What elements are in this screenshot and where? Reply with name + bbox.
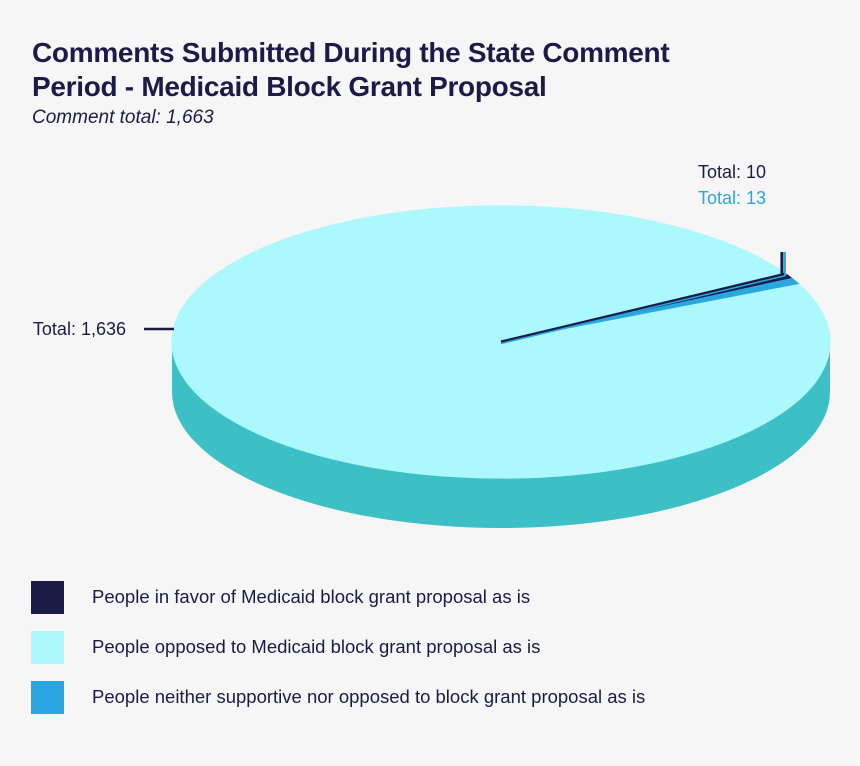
data-label-in-favor: Total: 10 <box>698 162 766 182</box>
pie-side-wall <box>172 342 830 528</box>
legend-swatch-opposed <box>31 630 64 664</box>
legend-item-opposed: People opposed to Medicaid block grant p… <box>31 630 645 664</box>
chart-subtitle: Comment total: 1,663 <box>32 107 214 128</box>
legend-swatch-in-favor <box>31 580 64 614</box>
data-label-opposed: Total: 1,636 <box>33 319 126 339</box>
data-label-neither: Total: 13 <box>698 188 766 208</box>
legend-label-opposed: People opposed to Medicaid block grant p… <box>92 636 541 657</box>
pie-chart: Total: 10 Total: 13 Total: 1,636 <box>33 162 831 528</box>
legend-label-neither: People neither supportive nor opposed to… <box>92 686 646 707</box>
legend-item-neither: People neither supportive nor opposed to… <box>31 680 645 714</box>
legend-swatch-neither <box>31 680 64 714</box>
pie-slice-edge-in-favor <box>500 272 787 344</box>
legend-label-in-favor: People in favor of Medicaid block grant … <box>92 586 531 607</box>
pie-slice-opposed <box>171 205 831 479</box>
legend: People in favor of Medicaid block grant … <box>31 580 645 730</box>
pie-slice-edge-neither <box>500 274 787 345</box>
chart-title: Comments Submitted During the State Comm… <box>32 37 670 102</box>
legend-item-in-favor: People in favor of Medicaid block grant … <box>31 580 645 614</box>
